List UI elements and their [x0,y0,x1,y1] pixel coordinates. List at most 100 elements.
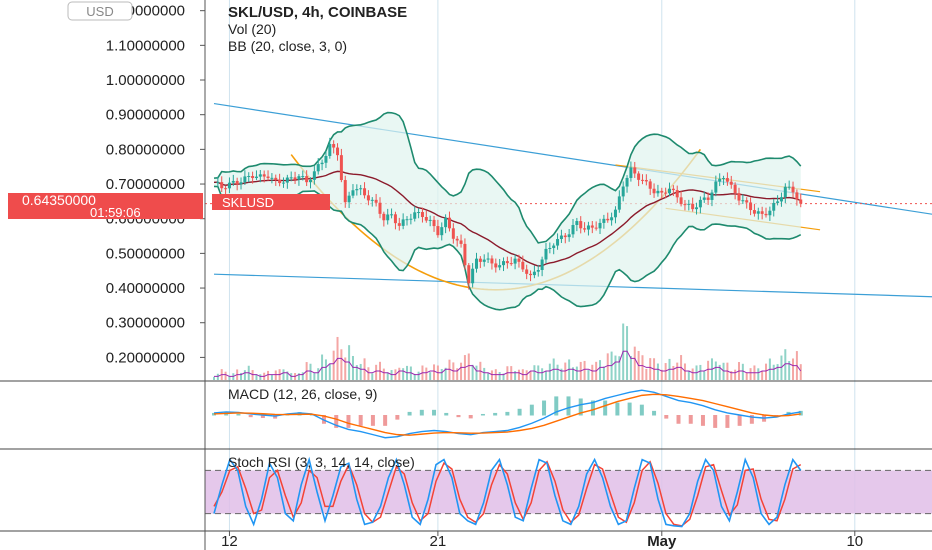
candle[interactable] [679,191,683,207]
candle[interactable] [467,263,471,290]
candle[interactable] [316,158,320,175]
candle[interactable] [351,184,355,199]
candle[interactable] [293,171,297,184]
candle[interactable] [309,177,313,189]
candle[interactable] [691,197,695,212]
current-price-tag[interactable]: 0.64350000 01:59:06 [8,192,203,220]
candle[interactable] [799,193,803,208]
candle[interactable] [718,173,722,187]
candle[interactable] [579,216,583,234]
candle[interactable] [610,212,614,226]
candle[interactable] [529,270,533,282]
candle[interactable] [482,254,486,267]
candle[interactable] [220,176,224,193]
candle[interactable] [768,206,772,221]
trendline[interactable] [213,102,932,215]
candle[interactable] [629,161,633,182]
candle[interactable] [583,222,587,233]
candle[interactable] [644,174,648,186]
ticker-tag[interactable]: SKLUSD [212,194,330,210]
candle[interactable] [374,193,378,207]
candle[interactable] [270,173,274,184]
candle[interactable] [444,214,448,234]
candle[interactable] [262,170,266,183]
candle[interactable] [776,195,780,206]
candle[interactable] [363,182,367,199]
candle[interactable] [328,137,332,159]
candle[interactable] [598,218,602,235]
currency-badge-box[interactable] [67,1,133,21]
candle[interactable] [386,208,390,225]
candle[interactable] [687,199,691,211]
candle[interactable] [401,213,405,230]
candle[interactable] [660,187,664,199]
candle[interactable] [266,170,270,181]
candle[interactable] [532,265,536,279]
candle[interactable] [378,197,382,219]
candle[interactable] [297,174,301,186]
candle[interactable] [675,185,679,203]
candles[interactable] [216,137,803,290]
candle[interactable] [247,172,251,183]
candle[interactable] [278,173,282,187]
candle[interactable] [447,211,451,232]
candle[interactable] [494,258,498,273]
candle[interactable] [498,258,502,271]
candle[interactable] [285,174,289,189]
candle[interactable] [409,213,413,225]
candle[interactable] [359,184,363,196]
candle[interactable] [613,206,617,224]
candle[interactable] [756,207,760,220]
candle[interactable] [656,184,660,197]
candle[interactable] [640,174,644,185]
candle[interactable] [552,243,556,255]
candle[interactable] [668,182,672,197]
candle[interactable] [417,208,421,219]
candle[interactable] [347,191,351,209]
candle[interactable] [474,252,478,273]
candle[interactable] [332,140,336,154]
candle[interactable] [355,184,359,196]
candle[interactable] [436,219,440,238]
candle[interactable] [216,176,220,187]
candle[interactable] [428,215,432,227]
candle[interactable] [722,175,726,185]
candle[interactable] [779,192,783,207]
candle[interactable] [254,170,258,181]
candle[interactable] [235,177,239,191]
candle[interactable] [424,210,428,223]
candle[interactable] [239,177,243,190]
candle[interactable] [509,256,513,266]
candle[interactable] [733,182,737,200]
candle[interactable] [671,185,675,197]
candle[interactable] [745,197,749,209]
candle[interactable] [648,178,652,195]
candle[interactable] [231,174,235,186]
candle[interactable] [729,175,733,189]
candle[interactable] [243,170,247,185]
candle[interactable] [382,211,386,227]
candle[interactable] [544,242,548,264]
candle[interactable] [548,242,552,254]
candle[interactable] [339,148,343,183]
candle[interactable] [556,233,560,250]
candle[interactable] [586,221,590,236]
candle[interactable] [320,159,324,171]
candle[interactable] [281,177,285,188]
candle[interactable] [575,217,579,232]
candle[interactable] [478,256,482,269]
candle[interactable] [706,192,710,205]
candle[interactable] [440,222,444,241]
candle[interactable] [652,183,656,198]
candle[interactable] [405,216,409,226]
candle[interactable] [617,190,621,213]
candle[interactable] [714,175,718,197]
candle[interactable] [451,223,455,244]
candle[interactable] [760,206,764,220]
candle[interactable] [625,175,629,193]
candle[interactable] [490,255,494,270]
candle[interactable] [397,217,401,231]
candle[interactable] [343,175,347,208]
candle[interactable] [393,211,397,230]
candle[interactable] [559,229,563,243]
